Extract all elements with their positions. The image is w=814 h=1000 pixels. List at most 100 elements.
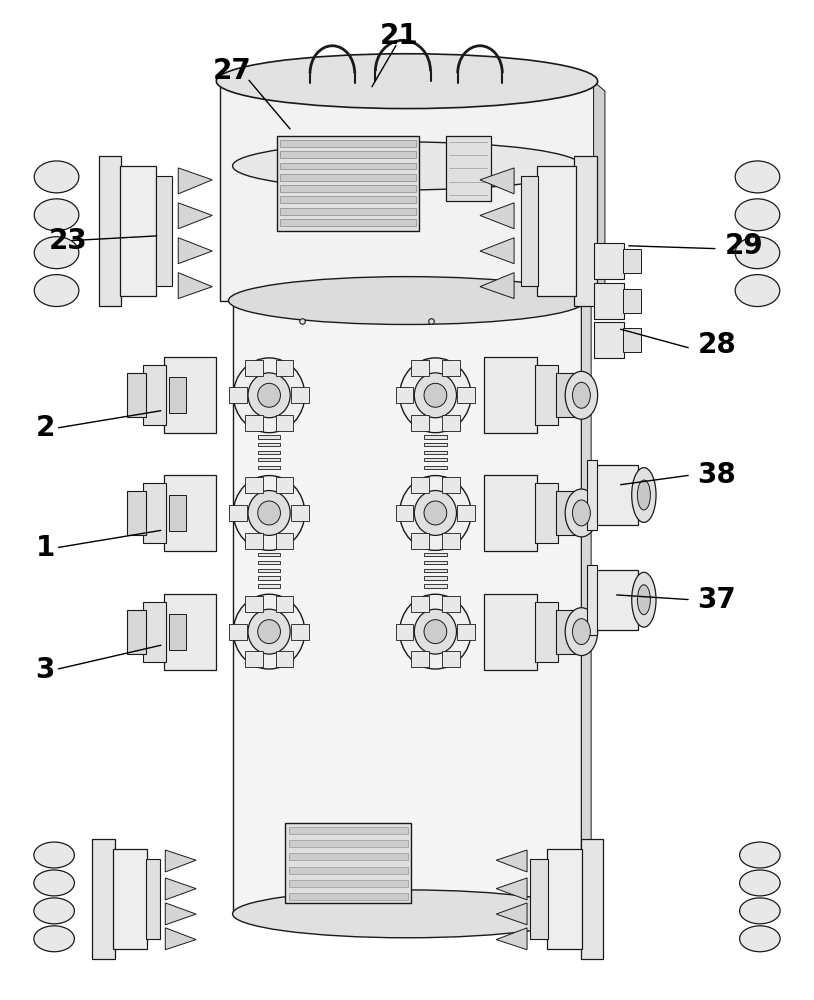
FancyBboxPatch shape [276, 596, 293, 612]
FancyBboxPatch shape [442, 651, 460, 667]
FancyBboxPatch shape [245, 477, 263, 493]
FancyBboxPatch shape [442, 477, 460, 493]
FancyBboxPatch shape [411, 477, 429, 493]
Polygon shape [480, 168, 514, 194]
Polygon shape [165, 850, 196, 872]
Ellipse shape [735, 275, 780, 307]
FancyBboxPatch shape [424, 435, 447, 439]
FancyBboxPatch shape [281, 219, 416, 226]
FancyBboxPatch shape [442, 596, 460, 612]
Ellipse shape [735, 161, 780, 193]
FancyBboxPatch shape [281, 151, 416, 158]
Text: 21: 21 [379, 22, 418, 50]
FancyBboxPatch shape [169, 614, 186, 650]
Ellipse shape [258, 501, 281, 525]
Ellipse shape [258, 383, 281, 407]
FancyBboxPatch shape [424, 553, 447, 556]
Polygon shape [581, 166, 591, 914]
Ellipse shape [424, 383, 447, 407]
FancyBboxPatch shape [424, 576, 447, 580]
FancyBboxPatch shape [258, 451, 281, 454]
FancyBboxPatch shape [424, 466, 447, 469]
FancyBboxPatch shape [169, 377, 186, 413]
FancyBboxPatch shape [291, 505, 309, 521]
Polygon shape [178, 273, 212, 299]
Polygon shape [165, 928, 196, 950]
FancyBboxPatch shape [593, 570, 638, 630]
Ellipse shape [248, 373, 290, 418]
FancyBboxPatch shape [411, 533, 429, 549]
Ellipse shape [400, 594, 471, 669]
Ellipse shape [258, 620, 281, 644]
Ellipse shape [414, 491, 457, 535]
FancyBboxPatch shape [530, 859, 548, 939]
FancyBboxPatch shape [623, 328, 641, 352]
FancyBboxPatch shape [484, 357, 536, 433]
FancyBboxPatch shape [258, 458, 281, 461]
Ellipse shape [565, 608, 597, 656]
Polygon shape [233, 166, 581, 914]
FancyBboxPatch shape [164, 357, 217, 433]
Ellipse shape [34, 161, 79, 193]
Ellipse shape [34, 898, 74, 924]
FancyBboxPatch shape [146, 859, 160, 939]
FancyBboxPatch shape [281, 196, 416, 203]
Text: 23: 23 [49, 227, 87, 255]
Polygon shape [178, 168, 212, 194]
FancyBboxPatch shape [424, 458, 447, 461]
FancyBboxPatch shape [623, 249, 641, 273]
FancyBboxPatch shape [457, 505, 475, 521]
Polygon shape [178, 203, 212, 229]
FancyBboxPatch shape [276, 477, 293, 493]
FancyBboxPatch shape [411, 651, 429, 667]
Polygon shape [497, 928, 527, 950]
FancyBboxPatch shape [535, 483, 558, 543]
FancyBboxPatch shape [245, 651, 263, 667]
Ellipse shape [414, 609, 457, 654]
FancyBboxPatch shape [521, 176, 538, 286]
Polygon shape [165, 878, 196, 900]
FancyBboxPatch shape [424, 569, 447, 572]
FancyBboxPatch shape [457, 387, 475, 403]
FancyBboxPatch shape [424, 561, 447, 564]
Ellipse shape [565, 489, 597, 537]
Polygon shape [480, 238, 514, 264]
FancyBboxPatch shape [113, 849, 147, 949]
FancyBboxPatch shape [288, 827, 408, 834]
FancyBboxPatch shape [288, 867, 408, 874]
Text: 38: 38 [698, 461, 736, 489]
FancyBboxPatch shape [230, 505, 247, 521]
Ellipse shape [34, 926, 74, 952]
FancyBboxPatch shape [484, 594, 536, 670]
FancyBboxPatch shape [457, 624, 475, 640]
Ellipse shape [632, 572, 656, 627]
Polygon shape [497, 903, 527, 925]
Ellipse shape [740, 926, 780, 952]
FancyBboxPatch shape [593, 283, 624, 319]
FancyBboxPatch shape [164, 594, 217, 670]
FancyBboxPatch shape [127, 373, 146, 417]
Ellipse shape [740, 842, 780, 868]
Ellipse shape [248, 609, 290, 654]
Polygon shape [480, 203, 514, 229]
FancyBboxPatch shape [281, 174, 416, 181]
Polygon shape [221, 81, 593, 301]
Polygon shape [178, 238, 212, 264]
Polygon shape [497, 850, 527, 872]
Polygon shape [593, 81, 605, 301]
FancyBboxPatch shape [535, 365, 558, 425]
FancyBboxPatch shape [291, 624, 309, 640]
FancyBboxPatch shape [593, 465, 638, 525]
Ellipse shape [637, 585, 650, 615]
FancyBboxPatch shape [546, 849, 582, 949]
Ellipse shape [233, 142, 581, 190]
Ellipse shape [572, 382, 590, 408]
FancyBboxPatch shape [411, 415, 429, 431]
Text: 37: 37 [698, 586, 736, 614]
FancyBboxPatch shape [286, 823, 411, 903]
FancyBboxPatch shape [169, 495, 186, 531]
Ellipse shape [229, 277, 585, 324]
FancyBboxPatch shape [143, 365, 166, 425]
Ellipse shape [424, 620, 447, 644]
Ellipse shape [740, 870, 780, 896]
